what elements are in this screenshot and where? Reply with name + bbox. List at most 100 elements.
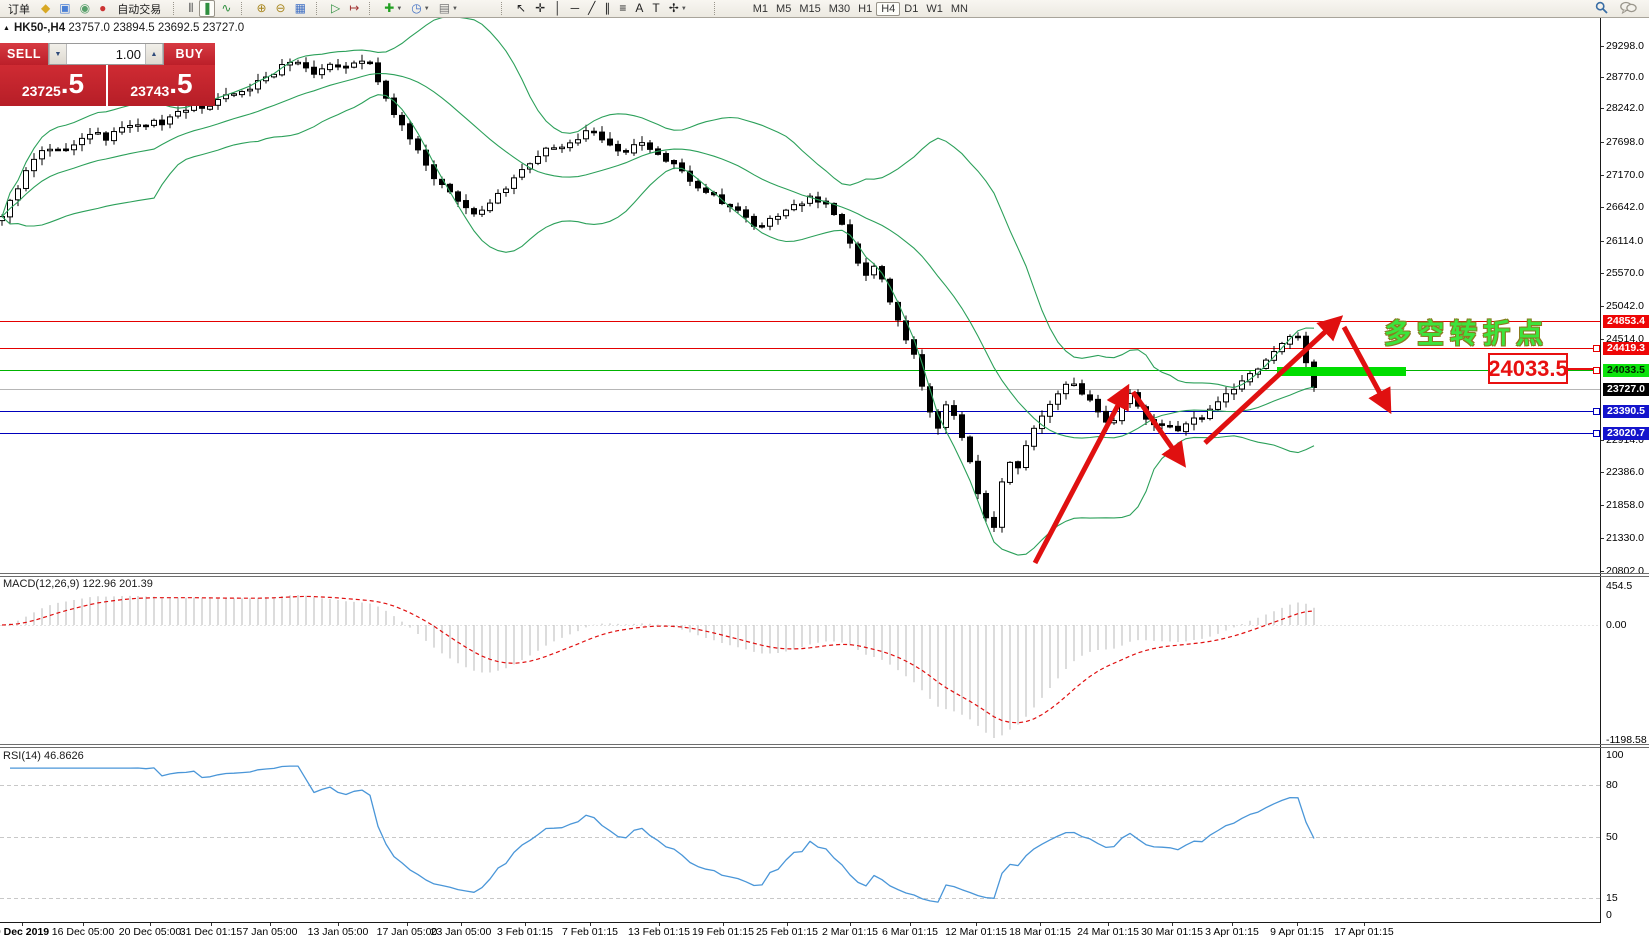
time-tick-mark [1040,922,1041,926]
sell-price[interactable]: 23725 .5 [0,65,106,106]
arrows-tool-icon[interactable]: ✢ ▼ [668,1,687,15]
highlight-bar[interactable] [1277,367,1406,376]
chevron-down-icon: ▼ [423,5,430,12]
pane-separator[interactable] [0,576,1649,577]
price-tick-mark [1600,440,1604,441]
price-tick-mark [1600,241,1604,242]
trend-arrow[interactable] [1130,390,1187,468]
sell-button[interactable]: SELL [0,43,48,65]
horizontal-line-icon[interactable]: ─ [570,1,580,15]
price-callout-box[interactable]: 24033.5 [1488,353,1568,384]
toolbar-separator [501,2,506,15]
text-tool-icon[interactable]: A [635,1,644,15]
price-axis-line [1600,17,1601,922]
pane-separator[interactable] [0,747,1649,748]
timeframe-mn[interactable]: MN [950,2,968,15]
zoom-in-icon[interactable]: ⊕ [256,1,267,15]
templates-icon[interactable]: ▤ ▼ [438,1,458,15]
line-handle[interactable] [1593,430,1600,437]
timeframe-h1[interactable]: H1 [858,2,873,15]
time-tick-mark [787,922,788,926]
new-order-button[interactable]: 订单 [8,3,30,16]
rsi-tick-label: 100 [1606,749,1624,761]
time-tick-label: 0 Dec 2019 [0,926,50,938]
time-tick-label: 16 Dec 05:00 [51,926,115,938]
toolbar-separator [315,2,321,15]
trend-arrow[interactable] [1032,383,1130,565]
periods-icon[interactable]: ◷ ▼ [411,1,430,15]
volume-up-icon[interactable]: ▲ [145,44,163,64]
pane-separator[interactable] [0,744,1649,745]
autotrade-icon[interactable]: ● [99,1,107,15]
level-price-badge: 23020.7 [1603,426,1649,440]
turning-point-annotation[interactable]: 多空转折点 [1384,319,1549,349]
fibonacci-icon[interactable]: ≡ [619,1,627,15]
crosshair-icon[interactable]: ✛ [535,1,546,15]
signals-icon[interactable]: ◉ [79,1,91,15]
chat-icon[interactable] [1620,1,1637,17]
time-tick-mark [910,922,911,926]
volume-value[interactable]: 1.00 [115,46,141,62]
time-tick-mark [1364,922,1365,926]
time-tick-label: 18 Mar 01:15 [1009,926,1071,938]
toolbar-separator [713,2,719,15]
candlestick-chart-icon[interactable]: ❚ [199,0,216,17]
autotrade-button[interactable]: 自动交易 [117,3,162,16]
vertical-line-icon[interactable]: │ [554,1,562,15]
price-tick-mark [1600,571,1604,572]
timeframe-h4[interactable]: H4 [876,1,901,16]
line-handle[interactable] [1593,345,1600,352]
bar-chart-icon[interactable]: ⫴ [188,1,194,15]
price-tick-label: 27698.0 [1606,136,1644,148]
line-handle[interactable] [1593,367,1600,374]
volume-down-icon[interactable]: ▼ [49,44,67,64]
chart-shift-icon[interactable]: ↦ [349,1,360,15]
cursor-icon[interactable]: ↖ [516,1,527,15]
time-tick-label: 13 Feb 01:15 [628,926,690,938]
time-tick-mark [407,922,408,926]
toolbar-separator [241,2,246,15]
indicators-icon[interactable]: ✚ ▼ [384,1,403,15]
line-chart-icon[interactable]: ∿ [221,1,232,15]
trendline-icon[interactable]: ╱ [588,1,596,15]
price-tick-label: 21330.0 [1606,532,1644,544]
timeframe-m15[interactable]: M15 [799,2,821,15]
toolbar-items: 订单 ◆ ▣ ◉ ● 自动交易 ⫴ ❚ ∿ ⊕ ⊖ ▦ ▷ ↦ ✚ ▼ ◷ ▼ ▤ ▼ ↖ ✛ │ ─ ╱ ∥ ≡ A T ✢ ▼ [0,0,723,17]
timeframe-w1[interactable]: W1 [926,2,943,15]
market-watch-icon[interactable]: ◆ [41,1,51,15]
time-tick-label: 17 Jan 05:00 [376,926,438,938]
timeframe-m5[interactable]: M5 [776,2,792,15]
search-icon[interactable] [1595,1,1608,17]
time-tick-mark [976,922,977,926]
trend-arrow[interactable] [1203,315,1344,445]
time-tick-label: 3 Feb 01:15 [496,926,554,938]
tile-windows-icon[interactable]: ▦ [294,1,306,15]
terminal-icon[interactable]: ▣ [59,1,71,15]
symbol-ohlc: 23757.0 23894.5 23692.5 23727.0 [68,22,245,34]
timeframe-d1[interactable]: D1 [904,2,919,15]
timeframe-m30[interactable]: M30 [828,2,851,15]
pane-separator[interactable] [0,573,1649,574]
auto-scroll-icon[interactable]: ▷ [330,1,341,15]
level-price-badge: 23390.5 [1603,404,1649,418]
time-tick-label: 25 Feb 01:15 [756,926,818,938]
buy-price-fraction: .5 [169,68,193,99]
price-tick-mark [1600,207,1604,208]
buy-button[interactable]: BUY [164,43,215,65]
time-tick-label: 7 Jan 05:00 [242,926,298,938]
time-tick-label: 2 Mar 01:15 [821,926,879,938]
time-tick-mark [338,922,339,926]
symbol-marker-icon: ▲ [3,25,10,32]
price-tick-mark [1600,306,1604,307]
trend-arrow[interactable] [1341,325,1392,415]
symbol-header: HK50-,H4 23757.0 23894.5 23692.5 23727.0 [14,22,244,34]
macd-tick-label: 454.5 [1606,580,1633,592]
line-handle[interactable] [1593,408,1600,415]
label-tool-icon[interactable]: T [652,1,660,15]
price-tick-label: 22386.0 [1606,466,1644,478]
buy-price[interactable]: 23743 .5 [108,65,215,106]
timeframe-m1[interactable]: M1 [752,2,769,15]
channel-icon[interactable]: ∥ [604,1,611,15]
zoom-out-icon[interactable]: ⊖ [275,1,286,15]
